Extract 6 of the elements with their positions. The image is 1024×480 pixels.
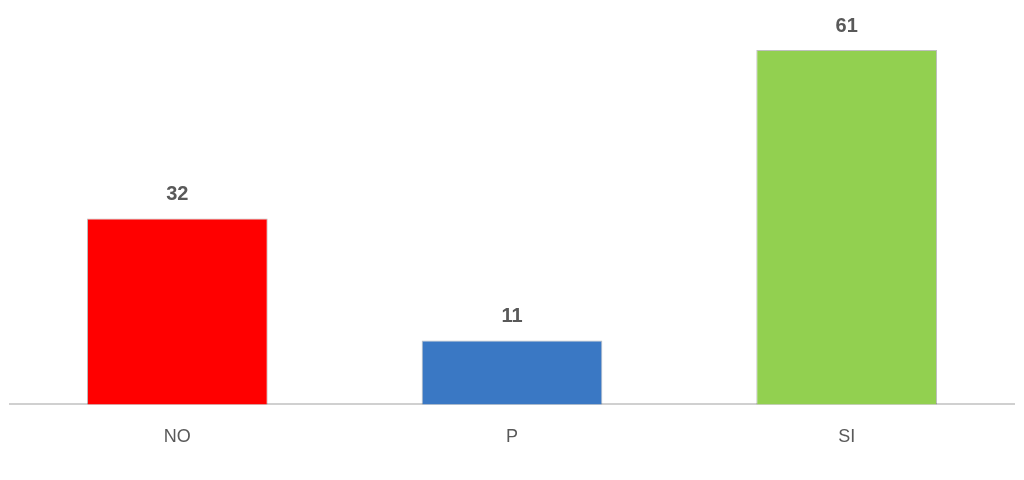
data-label: 61 bbox=[835, 13, 858, 36]
data-label: 32 bbox=[166, 182, 189, 204]
x-tick-label: NO bbox=[163, 426, 191, 447]
x-tick-label: SI bbox=[838, 426, 856, 447]
x-tick-label: P bbox=[505, 426, 519, 447]
data-label: 11 bbox=[501, 304, 523, 327]
